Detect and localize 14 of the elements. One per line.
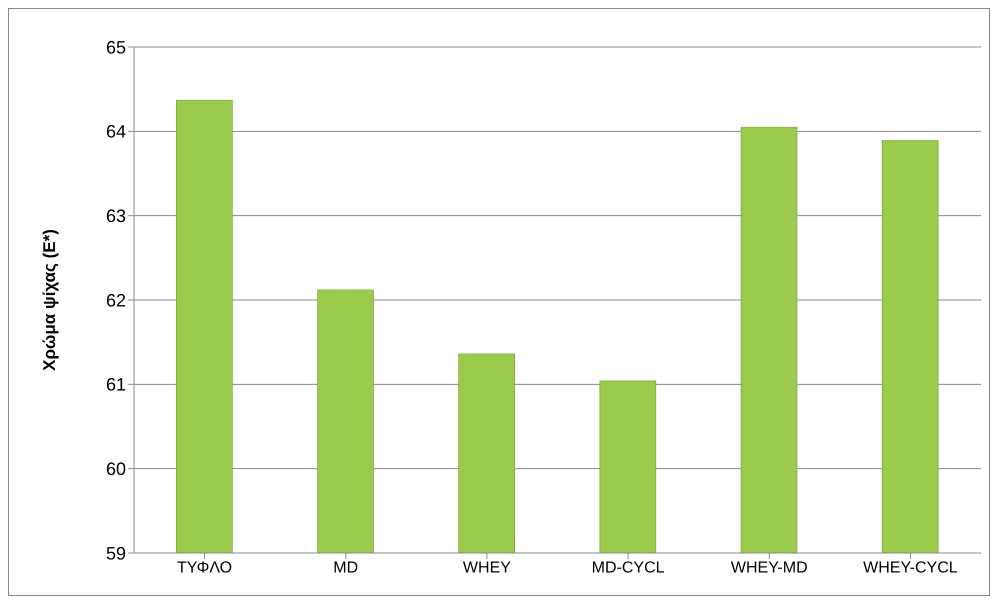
- x-tick-label: MD: [333, 559, 358, 576]
- x-tick-label: MD-CYCL: [592, 559, 665, 576]
- y-tick-label: 62: [106, 290, 126, 310]
- y-tick-label: 65: [106, 37, 126, 58]
- y-tick-label: 59: [106, 543, 126, 564]
- y-axis-title: Χρώμα ψίχας (E*): [40, 229, 60, 371]
- x-tick-label: WHEY-CYCL: [863, 559, 958, 576]
- x-tick-label: WHEY-MD: [730, 559, 808, 576]
- y-tick-label: 63: [106, 206, 126, 226]
- y-tick-label: 60: [106, 459, 126, 480]
- y-tick-label: 61: [106, 374, 126, 395]
- x-tick-label: ΤΥΦΛΟ: [177, 559, 232, 576]
- x-tick-label: WHEY: [462, 559, 512, 576]
- y-tick-label: 64: [106, 122, 126, 142]
